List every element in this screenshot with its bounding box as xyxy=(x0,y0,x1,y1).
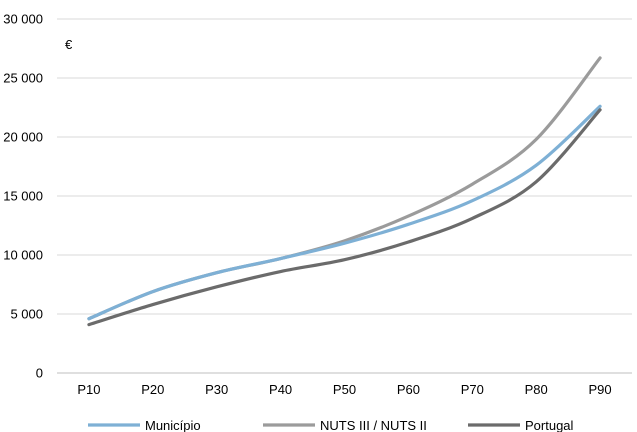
x-tick-label: P30 xyxy=(205,382,228,397)
legend-label: Portugal xyxy=(525,418,574,432)
y-axis-unit: € xyxy=(65,37,73,52)
gridlines xyxy=(57,18,632,374)
y-tick-label: 5 000 xyxy=(10,307,43,322)
legend-label: NUTS III / NUTS II xyxy=(320,418,427,432)
legend: Município NUTS III / NUTS II Portugal xyxy=(88,418,574,432)
x-tick-label: P40 xyxy=(269,382,292,397)
x-tick-label: P80 xyxy=(525,382,548,397)
y-tick-label: 10 000 xyxy=(3,248,43,263)
y-axis-ticks: 0 5 000 10 000 15 000 20 000 25 000 30 000 xyxy=(3,12,43,381)
legend-item: Município xyxy=(88,418,201,432)
x-tick-label: P20 xyxy=(141,382,164,397)
x-tick-label: P50 xyxy=(333,382,356,397)
y-tick-label: 30 000 xyxy=(3,12,43,27)
series-lines xyxy=(87,56,602,327)
series-line-1 xyxy=(87,104,602,321)
x-tick-label: P60 xyxy=(397,382,420,397)
y-tick-label: 25 000 xyxy=(3,71,43,86)
legend-item: Portugal xyxy=(468,418,574,432)
x-axis-ticks: P10 P20 P30 P40 P50 P60 P70 P80 P90 xyxy=(77,382,611,397)
x-tick-label: P10 xyxy=(77,382,100,397)
y-tick-label: 15 000 xyxy=(3,189,43,204)
series-line-3 xyxy=(87,108,602,327)
y-tick-label: 0 xyxy=(36,366,43,381)
legend-item: NUTS III / NUTS II xyxy=(263,418,427,432)
x-tick-label: P90 xyxy=(588,382,611,397)
y-tick-label: 20 000 xyxy=(3,130,43,145)
legend-label: Município xyxy=(145,418,201,432)
series-line-2 xyxy=(87,56,602,321)
x-tick-label: P70 xyxy=(461,382,484,397)
